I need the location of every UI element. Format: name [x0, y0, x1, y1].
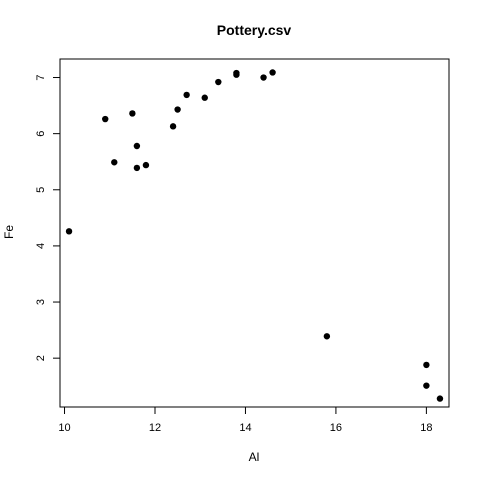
x-tick-label: 16	[330, 422, 342, 434]
y-tick-label: 2	[35, 355, 47, 361]
x-tick-label: 18	[420, 422, 432, 434]
y-tick-label: 7	[35, 74, 47, 80]
data-point	[183, 91, 190, 99]
x-tick-label: 12	[149, 422, 161, 434]
y-axis: 2 3 4 5 6 7	[35, 74, 61, 361]
data-point	[102, 115, 109, 123]
x-tick-label: 10	[58, 422, 70, 434]
data-point	[169, 123, 177, 130]
data-point	[269, 69, 276, 76]
data-point	[260, 74, 267, 81]
data-point	[423, 361, 430, 369]
data-point	[142, 161, 150, 169]
x-tick-label: 14	[239, 422, 251, 434]
y-tick-label: 4	[35, 243, 47, 249]
data-points	[65, 69, 444, 402]
data-point	[323, 333, 331, 340]
y-axis-label: Fe	[2, 225, 16, 239]
plot-frame	[59, 58, 450, 408]
x-axis-label: Al	[249, 450, 260, 464]
data-point	[233, 69, 240, 77]
data-point	[65, 228, 73, 235]
chart-title: Pottery.csv	[217, 22, 292, 38]
y-tick-label: 5	[35, 187, 47, 193]
data-point	[133, 142, 141, 150]
data-point	[215, 78, 222, 86]
data-point	[436, 395, 444, 402]
data-point	[201, 94, 208, 101]
data-point	[133, 164, 141, 172]
x-axis: 10 12 14 16 18	[58, 406, 433, 434]
data-point	[111, 159, 118, 166]
data-point	[174, 106, 181, 113]
data-point	[129, 110, 136, 117]
y-tick-label: 6	[35, 131, 47, 137]
y-tick-label: 3	[35, 299, 47, 305]
data-point	[423, 382, 430, 389]
